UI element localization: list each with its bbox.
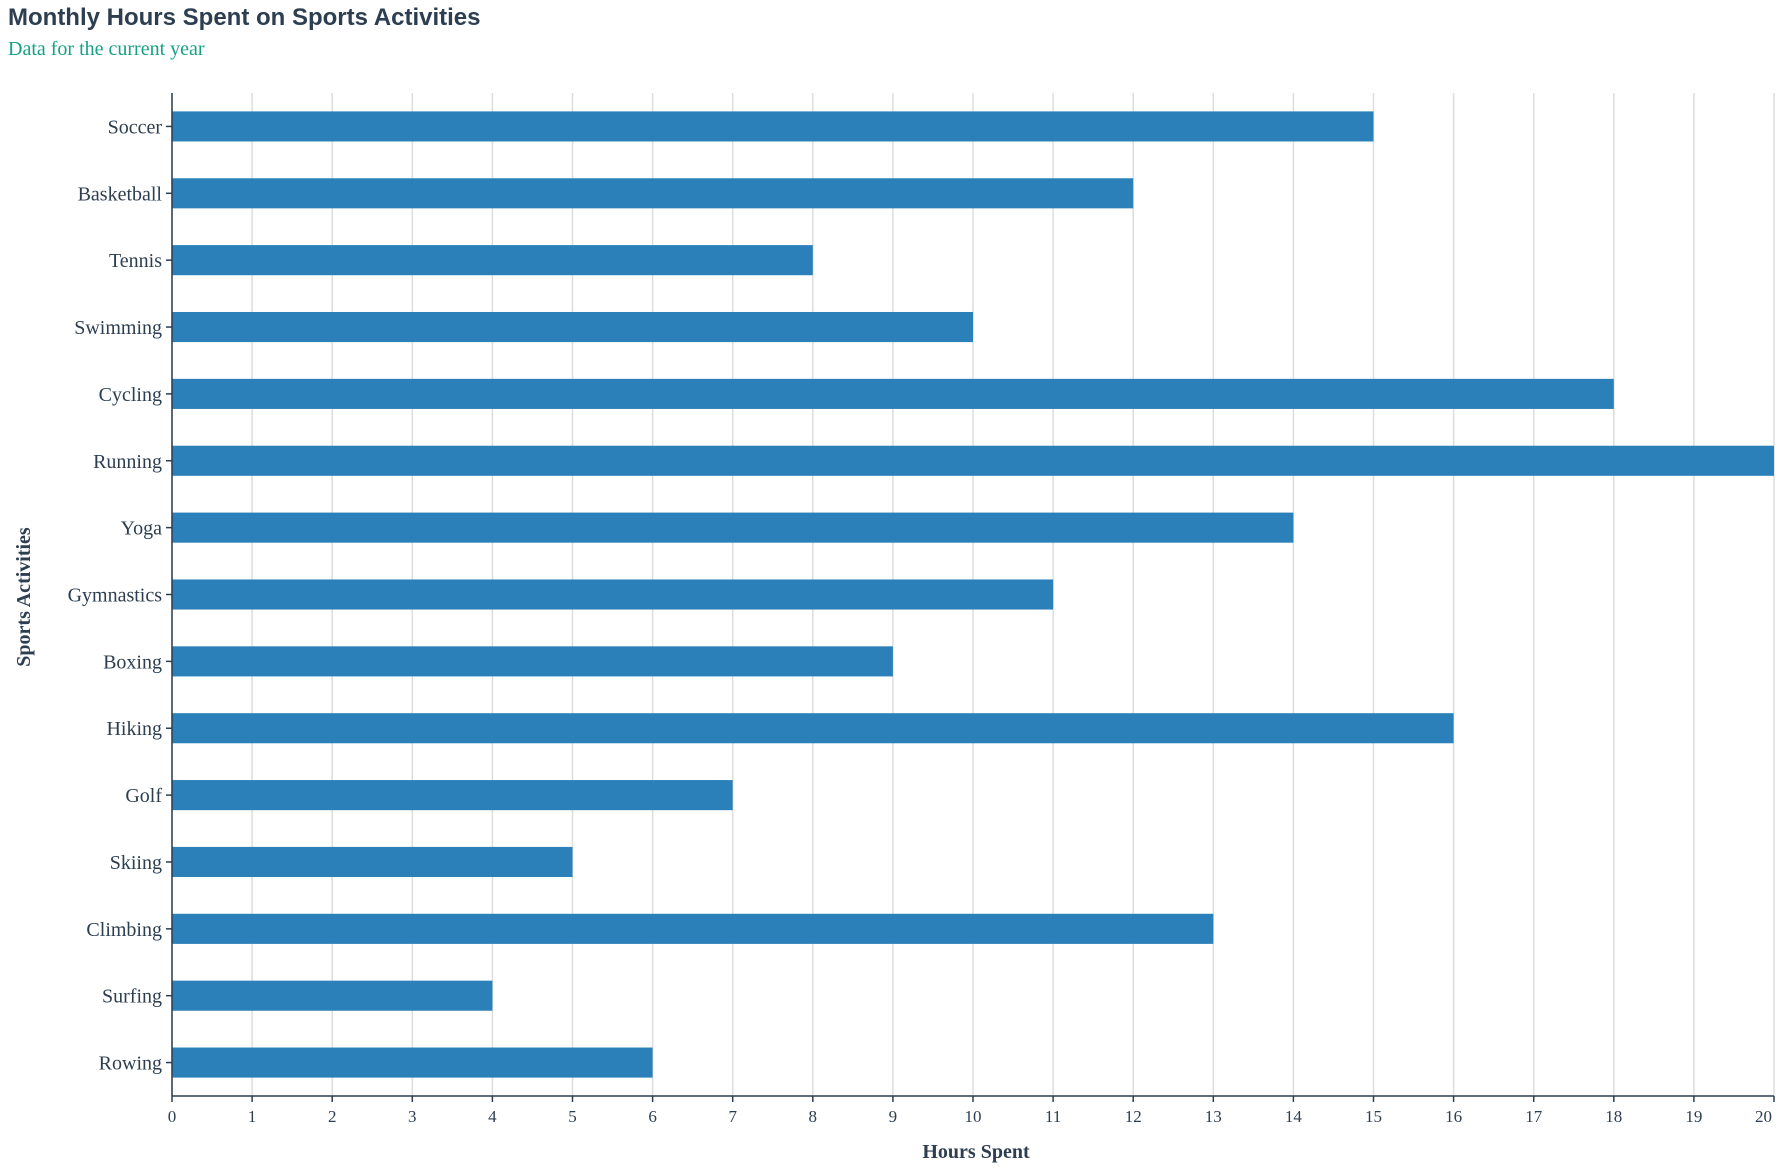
bar-swimming (172, 311, 973, 343)
chart-title: Monthly Hours Spent on Sports Activities (8, 4, 481, 31)
x-tick-label: 9 (889, 1107, 898, 1126)
bar-rowing (172, 1047, 653, 1078)
y-tick-label: Boxing (103, 651, 162, 673)
y-tick-label: Swimming (74, 317, 162, 339)
x-tick-label: 16 (1445, 1107, 1462, 1126)
x-tick-label: 13 (1205, 1107, 1222, 1126)
x-axis-title: Hours Spent (922, 1141, 1030, 1163)
bar-running (172, 445, 1774, 476)
x-tick-label: 5 (568, 1107, 577, 1126)
bar-hiking (172, 713, 1454, 744)
y-tick-label: Hiking (106, 718, 162, 740)
x-tick-label: 12 (1125, 1107, 1142, 1126)
bars (172, 111, 1774, 1078)
y-tick-label: Climbing (86, 919, 162, 941)
y-tick-label: Basketball (78, 183, 163, 205)
x-tick-label: 20 (1755, 1107, 1772, 1126)
bar-gymnastics (172, 579, 1054, 610)
x-tick-label: 6 (648, 1107, 657, 1126)
x-tick-label: 14 (1285, 1107, 1303, 1126)
x-tick-label: 1 (248, 1107, 257, 1126)
x-tick-label: 0 (168, 1107, 177, 1126)
bar-basketball (172, 178, 1134, 209)
x-tick-label: 3 (408, 1107, 417, 1126)
x-tick-label: 19 (1685, 1107, 1702, 1126)
y-tick-label: Tennis (109, 250, 162, 272)
y-tick-label: Gymnastics (68, 585, 163, 607)
x-tick-label: 8 (809, 1107, 818, 1126)
y-tick-label: Yoga (121, 518, 162, 540)
y-tick-label: Surfing (102, 986, 162, 1008)
x-tick-label: 7 (728, 1107, 737, 1126)
bar-yoga (172, 512, 1294, 543)
y-tick-label: Rowing (99, 1053, 162, 1075)
x-tick-label: 4 (488, 1107, 497, 1126)
x-tick-label: 17 (1525, 1107, 1543, 1126)
x-tick-label: 10 (965, 1107, 982, 1126)
bar-climbing (172, 913, 1214, 944)
chart-subtitle: Data for the current year (8, 38, 205, 60)
y-tick-label: Running (93, 451, 162, 473)
bar-boxing (172, 646, 893, 677)
y-axis-title: Sports Activities (13, 527, 35, 667)
bar-cycling (172, 378, 1614, 409)
x-axis-ticks: 0 1 2 3 4 5 6 7 8 9 10 11 12 13 14 15 16 17 18 19 20 (168, 1096, 1775, 1126)
y-tick-label: Skiing (110, 852, 162, 874)
x-tick-label: 18 (1605, 1107, 1622, 1126)
bar-tennis (172, 245, 813, 276)
bar-surfing (172, 980, 493, 1011)
y-tick-label: Soccer (108, 116, 163, 138)
bar-skiing (172, 846, 573, 878)
y-tick-label: Golf (125, 785, 162, 807)
x-tick-label: 15 (1365, 1107, 1382, 1126)
x-tick-label: 11 (1045, 1107, 1061, 1126)
y-tick-label: Cycling (99, 384, 162, 406)
bar-soccer (172, 111, 1374, 142)
y-axis-ticks: Soccer Basketball Tennis Swimming Cycling Run… (68, 116, 172, 1075)
bar-golf (172, 780, 733, 811)
x-tick-label: 2 (328, 1107, 337, 1126)
